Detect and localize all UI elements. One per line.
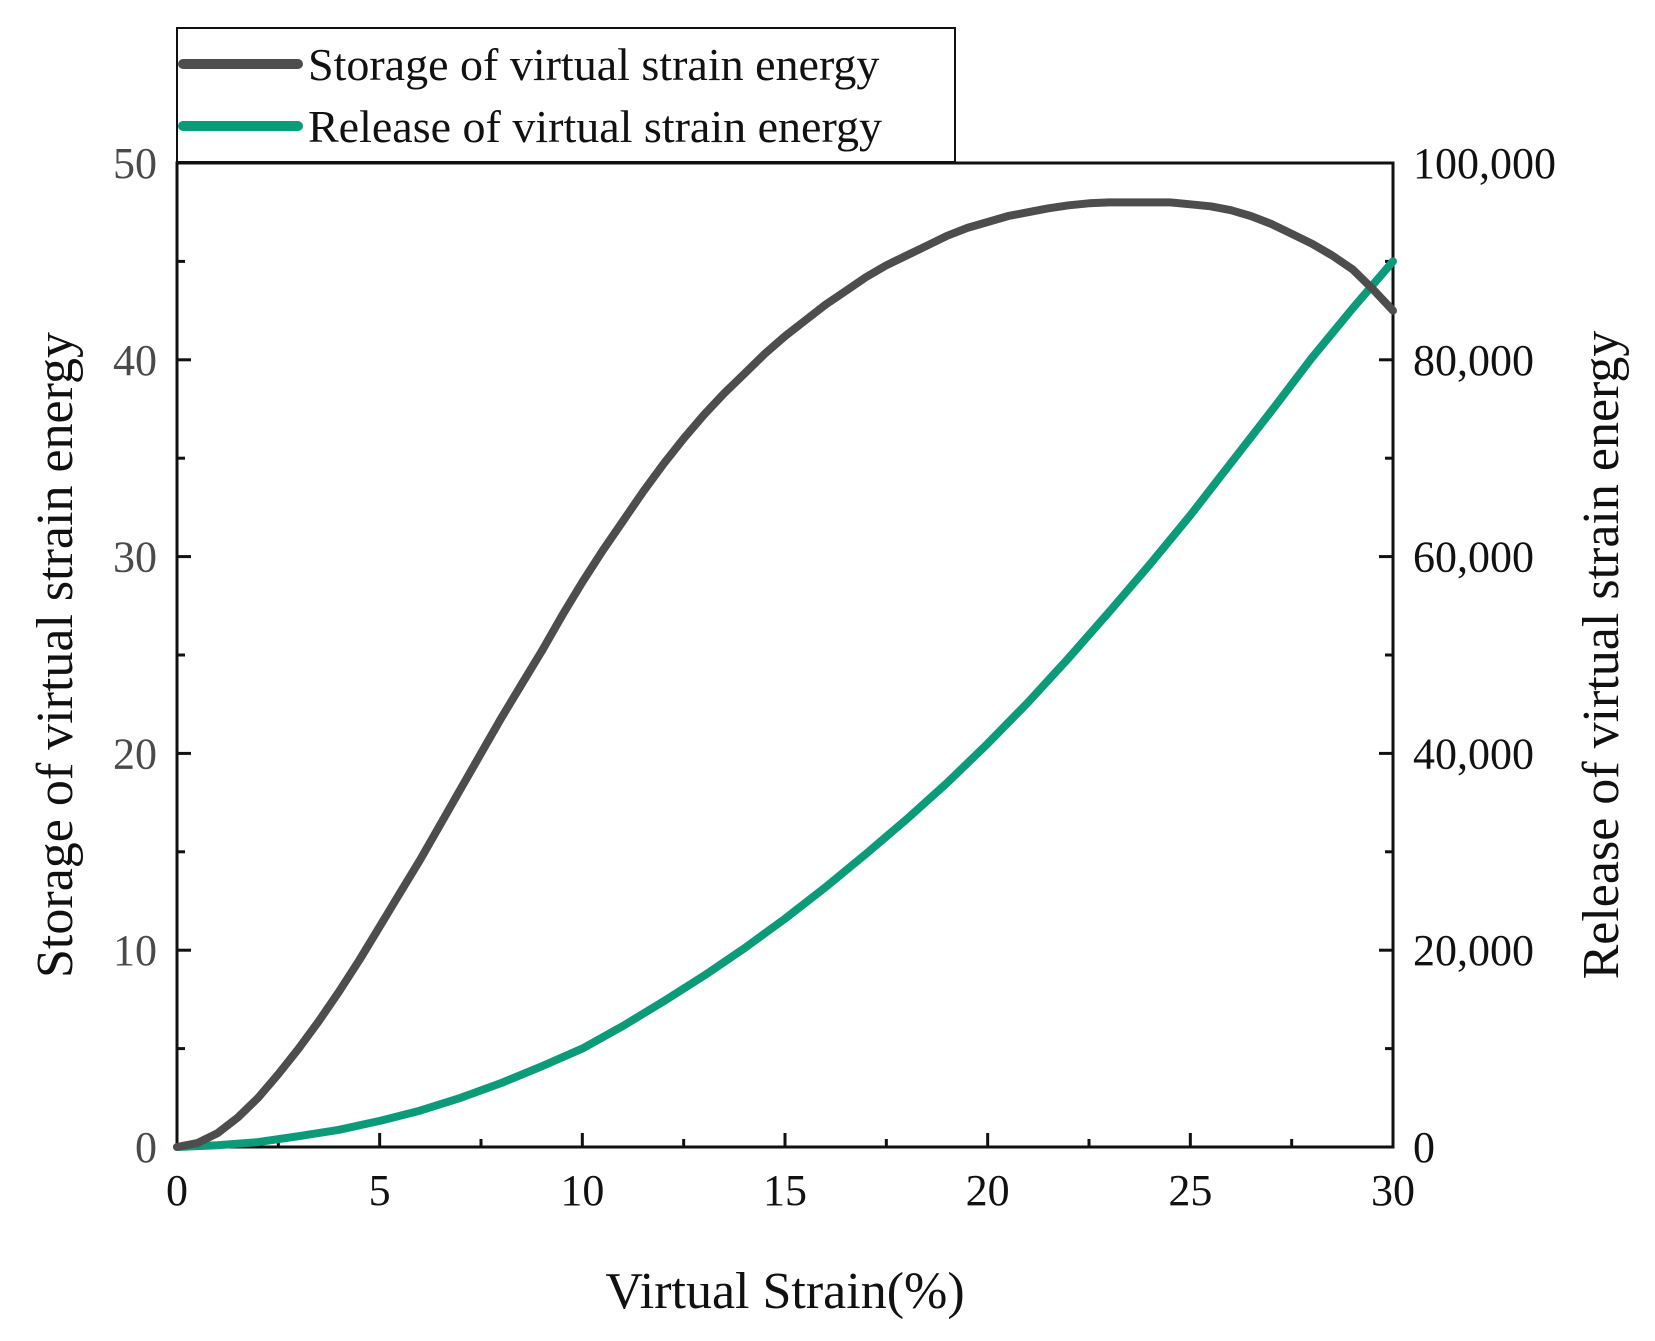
y-right-tick-label: 20,000 <box>1413 926 1534 975</box>
y-left-tick-label: 10 <box>113 926 157 975</box>
x-axis-title: Virtual Strain(%) <box>605 1263 964 1320</box>
tick-labels: 0 5 10 15 20 25 3001020304050020,00040,00060,0… <box>113 139 1556 1215</box>
y-left-tick-label: 40 <box>113 336 157 385</box>
x-tick-label: 15 <box>763 1166 807 1215</box>
y-right-tick-label: 40,000 <box>1413 729 1534 778</box>
y-left-tick-label: 20 <box>113 729 157 778</box>
axis-ticks <box>175 161 1395 1149</box>
x-tick-label: 20 <box>966 1166 1010 1215</box>
release-series-line <box>173 257 1397 1151</box>
storage-series-line <box>173 198 1397 1151</box>
y-left-tick-label: 30 <box>113 533 157 582</box>
y-right-tick-label: 80,000 <box>1413 336 1534 385</box>
legend: Storage of virtual strain energy Release… <box>176 27 956 163</box>
y-axis-left-title: Storage of virtual strain energy <box>27 332 84 978</box>
legend-label-storage: Storage of virtual strain energy <box>308 39 879 90</box>
y-left-tick-label: 0 <box>135 1123 157 1172</box>
x-tick-label: 10 <box>560 1166 604 1215</box>
x-tick-label: 0 <box>166 1166 188 1215</box>
plot-frame <box>175 161 1395 1149</box>
y-right-tick-label: 0 <box>1413 1123 1435 1172</box>
legend-label-release: Release of virtual strain energy <box>308 101 882 152</box>
x-tick-label: 5 <box>369 1166 391 1215</box>
x-tick-label: 25 <box>1168 1166 1212 1215</box>
y-left-tick-label: 50 <box>113 139 157 188</box>
legend-box <box>176 27 956 163</box>
y-axis-right-title: Release of virtual strain energy <box>1573 331 1630 980</box>
y-right-tick-label: 100,000 <box>1413 139 1556 188</box>
series-lines <box>173 198 1397 1151</box>
y-right-tick-label: 60,000 <box>1413 533 1534 582</box>
x-tick-label: 30 <box>1371 1166 1415 1215</box>
